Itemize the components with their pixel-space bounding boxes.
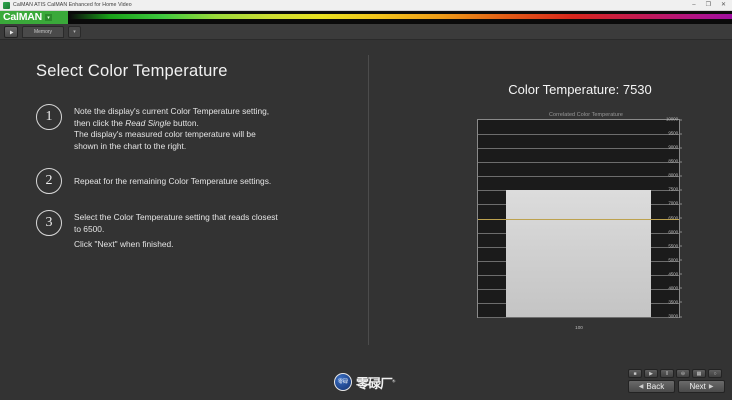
chevron-down-icon[interactable]: ▾ xyxy=(45,14,53,21)
close-icon[interactable]: ✕ xyxy=(720,2,726,8)
chart-y-tick-label: 7500 xyxy=(668,186,682,192)
step-text: Select the Color Temperature setting tha… xyxy=(74,210,278,251)
step-line: Click "Next" when finished. xyxy=(74,239,174,249)
spectrum-gradient-bar xyxy=(70,14,732,19)
page-title: Select Color Temperature xyxy=(36,62,228,80)
step-line: shown in the chart to the right. xyxy=(74,140,187,151)
step-text: Repeat for the remaining Color Temperatu… xyxy=(74,168,271,194)
chart-y-tick-label: 3000 xyxy=(668,313,682,319)
chart-plot-area[interactable] xyxy=(478,119,680,318)
chart-y-tick-label: 6500 xyxy=(668,215,682,220)
nav-button-row: ◀ Back Next ▶ xyxy=(628,380,726,393)
wizard-navigation: ■ ▶ ‖ ⊖ ▦ ○ ◀ Back Next ▶ xyxy=(628,369,726,396)
list-item: 1 Note the display's current Color Tempe… xyxy=(36,104,356,152)
nav-icon-row: ■ ▶ ‖ ⊖ ▦ ○ xyxy=(628,369,726,378)
watermark-logo: 零碌 零碌厂® xyxy=(334,370,424,394)
tab-memory[interactable]: Memory xyxy=(22,26,64,38)
minus-icon[interactable]: ⊖ xyxy=(676,369,690,378)
watermark-badge-icon: 零碌 xyxy=(334,373,352,391)
next-button-label: Next xyxy=(689,382,706,391)
color-temperature-readout: Color Temperature: 7530 xyxy=(508,82,652,97)
chart-y-tick-label: 5000 xyxy=(668,257,682,263)
chart-y-tick-label: 7000 xyxy=(668,200,682,206)
back-button-label: Back xyxy=(646,382,665,391)
step-text: Note the display's current Color Tempera… xyxy=(74,104,269,152)
chart-gridline xyxy=(478,176,679,178)
next-button[interactable]: Next ▶ xyxy=(678,380,725,393)
chart-gridline xyxy=(478,148,679,150)
step-number: 2 xyxy=(36,168,62,194)
chart-gridline xyxy=(478,317,679,318)
step-number: 3 xyxy=(36,210,62,236)
chart-gridline xyxy=(478,162,679,164)
stop-icon[interactable]: ■ xyxy=(628,369,642,378)
pause-icon[interactable]: ‖ xyxy=(660,369,674,378)
registered-mark: ® xyxy=(392,378,396,384)
chart-y-tick-label: 10000 xyxy=(665,116,683,122)
chart-x-axis-label: 100 xyxy=(575,325,583,330)
step-line: to 6500. xyxy=(74,223,105,234)
chart-y-axis xyxy=(448,119,478,318)
minimize-icon[interactable]: – xyxy=(692,2,696,8)
step-line: Select the Color Temperature setting tha… xyxy=(74,212,278,222)
chart-reference-line xyxy=(478,218,679,220)
pane-divider xyxy=(368,55,369,345)
step-number: 1 xyxy=(36,104,62,130)
chevron-right-icon: ▶ xyxy=(708,384,714,390)
chart-y-tick-label: 4500 xyxy=(668,271,682,277)
chart-y-tick-label: 8000 xyxy=(668,172,682,178)
calman-app-icon xyxy=(3,1,10,9)
instruction-list: 1 Note the display's current Color Tempe… xyxy=(36,104,356,267)
chart-y-tick-label: 8500 xyxy=(668,158,682,164)
list-item: 2 Repeat for the remaining Color Tempera… xyxy=(36,168,356,194)
chart-y-tick-label: 4000 xyxy=(668,285,682,291)
chart-y-tick-label: 6000 xyxy=(668,229,682,235)
brand-name: CalMAN xyxy=(3,11,43,23)
step-line: The display's measured color temperature… xyxy=(74,129,256,139)
main-toolbar: Memory ▾ Direct Display Control Setup ▾ … xyxy=(0,24,732,59)
maximize-icon[interactable]: ❐ xyxy=(705,2,711,8)
brand-bar: CalMAN ▾ xyxy=(0,11,732,24)
chevron-left-icon: ◀ xyxy=(638,384,644,390)
step-line: Repeat for the remaining Color Temperatu… xyxy=(74,176,272,186)
step-line: Note the display's current Color Tempera… xyxy=(74,106,270,116)
chart-title: Correlated Color Temperature xyxy=(548,112,623,118)
step-line: button. xyxy=(170,117,199,128)
back-button[interactable]: ◀ Back xyxy=(628,380,675,393)
chart-y-tick-label: 9500 xyxy=(668,130,682,136)
watermark-text: 零碌厂® xyxy=(356,375,396,391)
chevron-down-icon[interactable]: ▾ xyxy=(68,26,81,38)
chart-y-tick-label: 3500 xyxy=(668,299,682,305)
color-temperature-chart: Correlated Color Temperature 100 10000 95… xyxy=(448,112,683,340)
calman-logo[interactable]: CalMAN ▾ xyxy=(0,11,68,24)
chart-gridline xyxy=(478,134,679,136)
chart-bar[interactable] xyxy=(506,189,651,317)
list-item: 3 Select the Color Temperature setting t… xyxy=(36,210,356,251)
window-controls: – ❐ ✕ xyxy=(692,1,726,9)
grid-icon[interactable]: ▦ xyxy=(692,369,706,378)
step-emphasis: Read Single xyxy=(125,117,171,128)
chart-y-tick-label: 9000 xyxy=(668,144,682,150)
circle-icon[interactable]: ○ xyxy=(708,369,722,378)
play-button[interactable] xyxy=(4,26,18,38)
window-title-bar: CalMAN ATIS CalMAN Enhanced for Home Vid… xyxy=(0,0,732,11)
play-icon[interactable]: ▶ xyxy=(644,369,658,378)
chart-y-tick-label: 5500 xyxy=(668,243,682,249)
window-title: CalMAN ATIS CalMAN Enhanced for Home Vid… xyxy=(13,2,132,8)
step-line: then click the xyxy=(74,117,126,128)
